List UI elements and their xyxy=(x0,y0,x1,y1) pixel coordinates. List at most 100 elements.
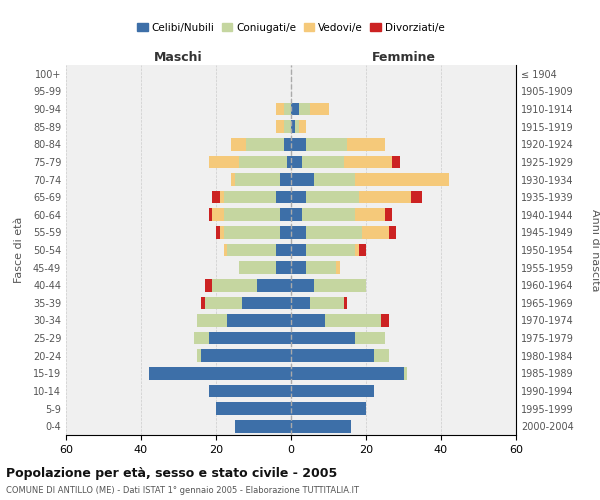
Bar xyxy=(291,156,302,168)
Bar xyxy=(306,191,359,203)
Bar xyxy=(291,332,355,344)
Bar xyxy=(359,191,411,203)
Bar xyxy=(276,262,291,274)
Bar xyxy=(362,226,389,238)
Bar xyxy=(197,350,201,362)
Bar xyxy=(227,314,291,327)
Text: COMUNE DI ANTILLO (ME) - Dati ISTAT 1° gennaio 2005 - Elaborazione TUTTITALIA.IT: COMUNE DI ANTILLO (ME) - Dati ISTAT 1° g… xyxy=(6,486,359,495)
Bar xyxy=(291,138,306,150)
Bar xyxy=(355,244,359,256)
Bar xyxy=(197,314,227,327)
Legend: Celibi/Nubili, Coniugati/e, Vedovi/e, Divorziati/e: Celibi/Nubili, Coniugati/e, Vedovi/e, Di… xyxy=(133,18,449,36)
Bar xyxy=(220,191,223,203)
Bar xyxy=(291,262,306,274)
Bar xyxy=(355,173,449,186)
Bar xyxy=(295,120,299,133)
Bar xyxy=(242,296,291,309)
Bar xyxy=(299,102,310,116)
Bar xyxy=(212,208,223,221)
Bar xyxy=(280,173,291,186)
Bar xyxy=(291,102,299,116)
Bar xyxy=(216,402,291,415)
Bar xyxy=(343,156,392,168)
Bar xyxy=(306,138,347,150)
Bar xyxy=(389,226,396,238)
Bar xyxy=(291,279,314,291)
Bar xyxy=(280,226,291,238)
Bar xyxy=(216,226,220,238)
Bar xyxy=(310,296,343,309)
Bar xyxy=(220,226,223,238)
Text: Popolazione per età, sesso e stato civile - 2005: Popolazione per età, sesso e stato civil… xyxy=(6,468,337,480)
Bar xyxy=(310,102,329,116)
Bar xyxy=(209,208,212,221)
Bar xyxy=(314,279,366,291)
Bar xyxy=(149,367,291,380)
Bar xyxy=(276,120,284,133)
Bar xyxy=(291,402,366,415)
Bar xyxy=(276,102,284,116)
Bar xyxy=(306,226,362,238)
Bar xyxy=(373,350,389,362)
Bar xyxy=(284,120,291,133)
Bar xyxy=(235,420,291,432)
Bar xyxy=(209,332,291,344)
Bar xyxy=(291,296,310,309)
Bar xyxy=(223,208,280,221)
Bar xyxy=(306,262,336,274)
Bar xyxy=(381,314,389,327)
Bar xyxy=(291,367,404,380)
Bar xyxy=(291,350,373,362)
Bar xyxy=(385,208,392,221)
Bar xyxy=(239,262,276,274)
Text: Femmine: Femmine xyxy=(371,51,436,64)
Bar xyxy=(392,156,400,168)
Bar xyxy=(325,314,381,327)
Bar xyxy=(284,138,291,150)
Bar xyxy=(336,262,340,274)
Bar xyxy=(314,173,355,186)
Bar xyxy=(231,138,246,150)
Bar xyxy=(291,244,306,256)
Bar xyxy=(205,296,242,309)
Bar xyxy=(299,120,306,133)
Bar xyxy=(209,156,239,168)
Bar xyxy=(291,420,351,432)
Bar xyxy=(209,384,291,398)
Bar xyxy=(284,102,291,116)
Bar xyxy=(302,208,355,221)
Bar xyxy=(223,244,227,256)
Bar xyxy=(193,332,209,344)
Text: Maschi: Maschi xyxy=(154,51,203,64)
Bar xyxy=(212,279,257,291)
Bar xyxy=(291,173,314,186)
Bar xyxy=(205,279,212,291)
Bar xyxy=(223,226,280,238)
Bar xyxy=(343,296,347,309)
Y-axis label: Fasce di età: Fasce di età xyxy=(14,217,25,283)
Bar xyxy=(223,191,276,203)
Bar xyxy=(291,208,302,221)
Bar xyxy=(355,332,385,344)
Bar xyxy=(280,208,291,221)
Bar xyxy=(201,350,291,362)
Bar xyxy=(212,191,220,203)
Bar xyxy=(231,173,235,186)
Bar xyxy=(291,314,325,327)
Bar xyxy=(347,138,385,150)
Bar xyxy=(276,191,291,203)
Bar xyxy=(246,138,284,150)
Bar xyxy=(291,191,306,203)
Bar xyxy=(404,367,407,380)
Bar xyxy=(302,156,343,168)
Bar xyxy=(235,173,280,186)
Bar xyxy=(306,244,355,256)
Y-axis label: Anni di nascita: Anni di nascita xyxy=(590,209,600,291)
Bar xyxy=(291,120,295,133)
Bar xyxy=(411,191,422,203)
Bar xyxy=(201,296,205,309)
Bar xyxy=(239,156,287,168)
Bar xyxy=(257,279,291,291)
Bar xyxy=(355,208,385,221)
Bar xyxy=(287,156,291,168)
